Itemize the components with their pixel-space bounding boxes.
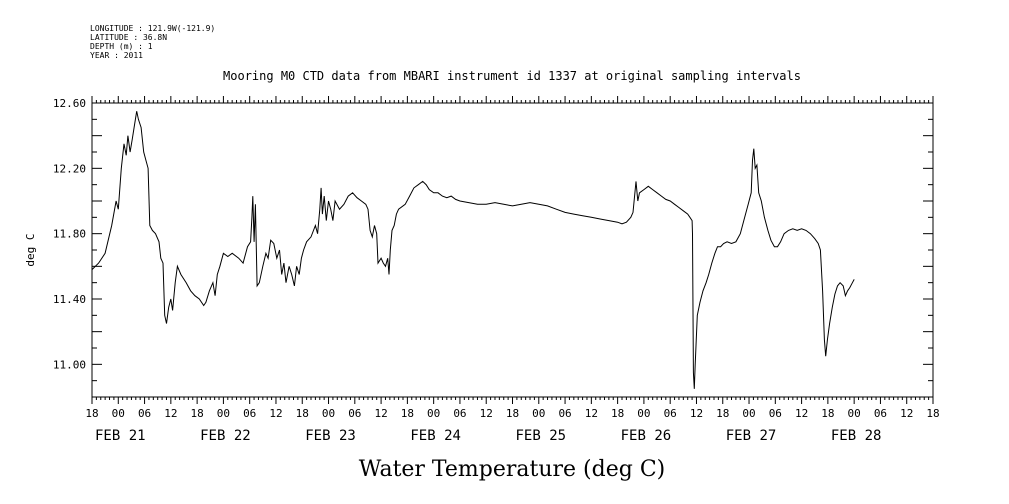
x-tick-label: 18	[296, 407, 309, 420]
x-tick-label: 00	[742, 407, 755, 420]
x-tick-label: 12	[900, 407, 913, 420]
series-line-water-temperature	[91, 111, 855, 389]
x-tick-label: 12	[164, 407, 177, 420]
x-tick-label: 18	[716, 407, 729, 420]
x-tick-label: 18	[191, 407, 204, 420]
x-tick-label: 12	[585, 407, 598, 420]
x-day-label: FEB 27	[726, 428, 777, 444]
x-tick-label: 06	[664, 407, 677, 420]
x-tick-label: 06	[138, 407, 151, 420]
x-tick-label: 00	[637, 407, 650, 420]
chart-title: Mooring M0 CTD data from MBARI instrumen…	[223, 69, 801, 83]
x-tick-label: 18	[401, 407, 414, 420]
x-tick-label: 00	[848, 407, 861, 420]
x-tick-label: 00	[322, 407, 335, 420]
x-tick-label: 12	[480, 407, 493, 420]
x-day-label: FEB 28	[831, 428, 882, 444]
x-tick-label: 06	[243, 407, 256, 420]
y-tick-label: 11.00	[53, 358, 86, 371]
metadata-block: LONGITUDE : 121.9W(-121.9) LATITUDE : 36…	[90, 24, 215, 60]
x-tick-label: 18	[611, 407, 624, 420]
x-tick-label: 06	[558, 407, 571, 420]
y-tick-label: 11.80	[53, 228, 86, 241]
x-day-label: FEB 23	[305, 428, 356, 444]
x-day-label: FEB 22	[200, 428, 251, 444]
depth-label: DEPTH (m) : 1	[90, 42, 153, 51]
latitude-label: LATITUDE : 36.8N	[90, 33, 167, 42]
year-label: YEAR : 2011	[90, 51, 143, 60]
y-tick-label: 12.20	[53, 162, 86, 175]
x-tick-label: 18	[926, 407, 939, 420]
x-tick-label: 18	[85, 407, 98, 420]
x-tick-label: 12	[374, 407, 387, 420]
x-day-label: FEB 26	[621, 428, 672, 444]
x-tick-label: 18	[506, 407, 519, 420]
y-axis-label: deg C	[24, 233, 37, 266]
x-tick-label: 12	[690, 407, 703, 420]
x-tick-label: 00	[427, 407, 440, 420]
x-tick-label: 00	[217, 407, 230, 420]
longitude-label: LONGITUDE : 121.9W(-121.9)	[90, 24, 215, 33]
x-day-label: FEB 25	[515, 428, 566, 444]
x-tick-label: 12	[269, 407, 282, 420]
x-tick-label: 12	[795, 407, 808, 420]
y-tick-label: 12.60	[53, 97, 86, 110]
x-tick-label: 18	[821, 407, 834, 420]
x-tick-label: 06	[453, 407, 466, 420]
x-day-label: FEB 21	[95, 428, 146, 444]
x-tick-label: 00	[112, 407, 125, 420]
x-tick-label: 06	[769, 407, 782, 420]
y-tick-label: 11.40	[53, 293, 86, 306]
plot-frame	[91, 102, 934, 398]
x-tick-label: 06	[874, 407, 887, 420]
x-day-label: FEB 24	[410, 428, 461, 444]
x-axis-label: Water Temperature (deg C)	[359, 457, 666, 482]
x-axis: 18 00 06 12 18 00 06 12 18 00 06 12 18 00 06 12 18 00 06 12…	[85, 96, 940, 444]
x-tick-label: 00	[532, 407, 545, 420]
y-axis: 11.00 11.40 11.80 12.20 12.60	[53, 97, 933, 382]
x-tick-label: 06	[348, 407, 361, 420]
